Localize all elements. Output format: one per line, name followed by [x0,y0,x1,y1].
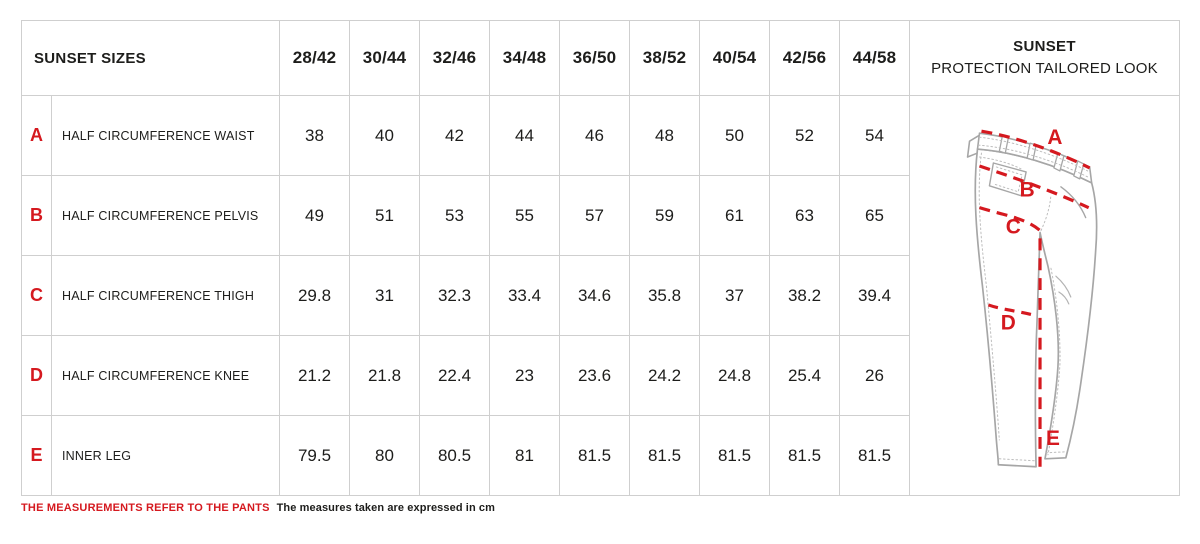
measure-value: 24.8 [699,335,770,416]
measure-value: 49 [279,175,350,256]
measure-value: 23.6 [559,335,630,416]
pants-diagram: A B C D E [966,126,1098,468]
measurement-note: THE MEASUREMENTS REFER TO THE PANTS The m… [21,502,495,514]
measure-value: 21.2 [279,335,350,416]
size-column-header: 32/46 [419,20,490,96]
size-column-header: 36/50 [559,20,630,96]
measure-value: 81.5 [839,415,910,496]
measure-value: 29.8 [279,255,350,336]
knee-seam [1055,275,1072,305]
measurement-note-emphasis: THE MEASUREMENTS REFER TO THE PANTS [21,502,270,514]
measure-value: 81 [489,415,560,496]
measure-value: 21.8 [349,335,420,416]
measure-value: 26 [839,335,910,416]
measure-value: 33.4 [489,255,560,336]
measure-line-c [979,205,1042,232]
measurement-row: D HALF CIRCUMFERENCE KNEE 21.2 21.8 22.4 23 23… [21,335,1180,416]
measure-value: 61 [699,175,770,256]
measure-label-text: HALF CIRCUMFERENCE WAIST [51,95,280,176]
measure-line-a [981,129,1091,169]
measure-label-a: A [1047,126,1062,149]
measurement-row: C HALF CIRCUMFERENCE THIGH 29.8 31 32.3 33.4 3… [21,255,1180,336]
table-title: SUNSET SIZES [21,20,280,96]
measure-value: 53 [419,175,490,256]
measure-value: 81.5 [629,415,700,496]
product-subtitle: PROTECTION TAILORED LOOK [931,60,1158,77]
measure-label-text: HALF CIRCUMFERENCE PELVIS [51,175,280,256]
measure-value: 81.5 [559,415,630,496]
measure-label-d: D [1001,311,1016,334]
measure-value: 81.5 [699,415,770,496]
measure-value: 24.2 [629,335,700,416]
size-table-header-row: SUNSET SIZES 28/42 30/44 32/46 34/48 36/50 38… [21,20,1180,96]
measure-letter: A [21,95,52,176]
measure-value: 42 [419,95,490,176]
measure-value: 57 [559,175,630,256]
measurement-row: A HALF CIRCUMFERENCE WAIST 38 40 42 44 46 48 50 5… [21,95,1180,496]
measure-value: 35.8 [629,255,700,336]
measure-label-b: B [1020,178,1035,201]
measure-value: 54 [839,95,910,176]
size-column-header: 40/54 [699,20,770,96]
measure-value: 37 [699,255,770,336]
measure-value: 80.5 [419,415,490,496]
measure-value: 50 [699,95,770,176]
measure-value: 40 [349,95,420,176]
size-column-header: 44/58 [839,20,910,96]
measure-value: 63 [769,175,840,256]
measure-line-b [978,163,1090,209]
measure-letter: C [21,255,52,336]
size-column-header: 42/56 [769,20,840,96]
measure-value: 51 [349,175,420,256]
measure-line-d [987,302,1037,317]
size-column-header: 34/48 [489,20,560,96]
measure-value: 52 [769,95,840,176]
measure-value: 34.6 [559,255,630,336]
measure-value: 65 [839,175,910,256]
size-table: SUNSET SIZES 28/42 30/44 32/46 34/48 36/50 38… [21,20,1180,496]
measure-letter: D [21,335,52,416]
measure-value: 79.5 [279,415,350,496]
measure-label-text: INNER LEG [51,415,280,496]
measure-label-e: E [1046,426,1060,449]
size-column-header: 30/44 [349,20,420,96]
stitch-lines [977,136,1091,461]
measure-value: 46 [559,95,630,176]
measure-label-text: HALF CIRCUMFERENCE KNEE [51,335,280,416]
measure-value: 80 [349,415,420,496]
pants-diagram-cell: A B C D E [909,95,1180,496]
front-pocket-seam [1060,185,1087,218]
measure-value: 32.3 [419,255,490,336]
pants-outline [974,147,1098,468]
measure-value: 48 [629,95,700,176]
measure-value: 38 [279,95,350,176]
product-header-cell: SUNSET PROTECTION TAILORED LOOK [909,20,1180,96]
size-column-header: 28/42 [279,20,350,96]
measure-label-c: C [1006,215,1021,238]
size-column-header: 38/52 [629,20,700,96]
measure-label-text: HALF CIRCUMFERENCE THIGH [51,255,280,336]
measure-value: 81.5 [769,415,840,496]
measure-value: 23 [489,335,560,416]
measurement-lines [978,129,1091,467]
measure-value: 38.2 [769,255,840,336]
measure-value: 59 [629,175,700,256]
product-title: SUNSET [1013,38,1076,56]
measure-letter: E [21,415,52,496]
measurement-note-units: The measures taken are expressed in cm [276,502,496,514]
measure-letter: B [21,175,52,256]
measure-value: 44 [489,95,560,176]
measurement-labels: A B C D E [1001,126,1063,450]
measure-value: 39.4 [839,255,910,336]
measure-value: 31 [349,255,420,336]
measure-value: 55 [489,175,560,256]
measure-value: 22.4 [419,335,490,416]
measurement-row: E INNER LEG 79.5 80 80.5 81 81.5 81.5 81.5 81.5 81… [21,415,1180,496]
measure-value: 25.4 [769,335,840,416]
